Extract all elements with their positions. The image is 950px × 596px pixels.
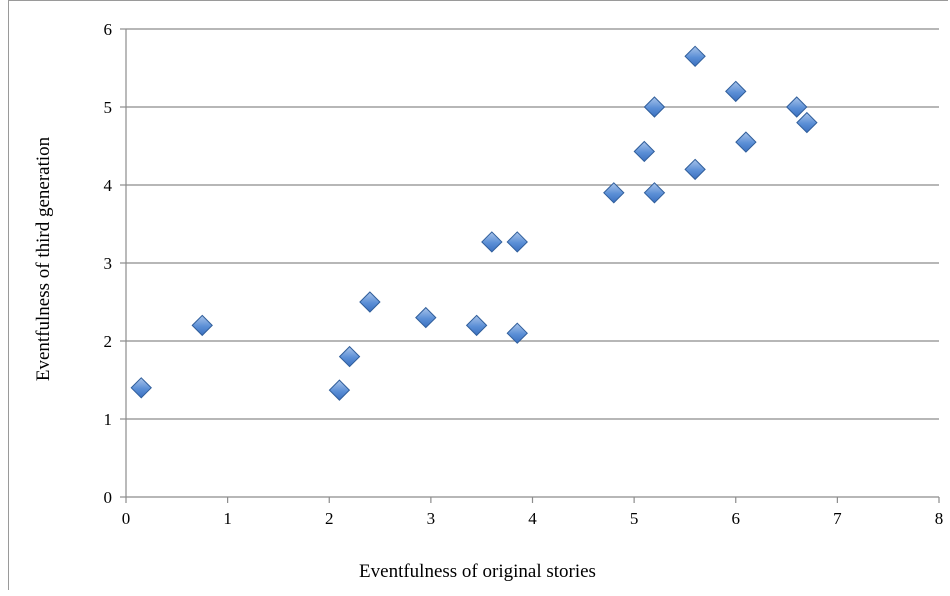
data-point [130, 377, 152, 399]
data-point [643, 96, 666, 118]
y-tick-label: 5 [104, 98, 113, 117]
data-point [735, 131, 757, 153]
data-point [465, 314, 488, 337]
x-tick-label: 3 [427, 509, 436, 528]
data-point [796, 111, 818, 134]
data-point [643, 182, 666, 204]
y-tick-label: 4 [104, 176, 113, 195]
x-tick-label: 7 [833, 509, 842, 528]
y-tick-label: 2 [104, 332, 113, 351]
y-tick-label: 1 [104, 410, 113, 429]
data-point [603, 182, 625, 204]
data-point [191, 314, 213, 337]
data-point [359, 291, 381, 313]
chart-frame: 0 1 2 3 4 5 6 0 1 2 3 4 5 6 7 8 Eventfulness of origina… [8, 0, 948, 590]
data-point [725, 80, 747, 103]
data-point [481, 231, 503, 253]
data-point [684, 158, 706, 181]
y-tick-label: 0 [104, 488, 113, 507]
y-axis-title: Eventfulness of third generation [33, 136, 54, 381]
y-tick-label: 3 [104, 254, 113, 273]
x-axis-title: Eventfulness of original stories [359, 561, 596, 582]
data-point [786, 96, 808, 118]
data-points [130, 45, 818, 401]
data-point [338, 345, 361, 368]
y-tick-label: 6 [104, 20, 113, 39]
data-point [415, 306, 437, 329]
data-point [633, 140, 655, 163]
x-tick-label: 0 [122, 509, 131, 528]
data-point [684, 45, 706, 68]
x-tick-label: 2 [325, 509, 334, 528]
gridlines [126, 28, 939, 420]
data-point [328, 379, 351, 401]
scatter-chart: 0 1 2 3 4 5 6 0 1 2 3 4 5 6 7 8 Eventfulness of origina… [33, 20, 944, 582]
axes [120, 28, 940, 503]
x-tick-label: 6 [732, 509, 741, 528]
x-tick-label: 1 [223, 509, 232, 528]
x-tick-label: 8 [935, 509, 944, 528]
data-point [506, 231, 528, 253]
x-tick-label: 4 [528, 509, 537, 528]
data-point [506, 322, 528, 344]
x-tick-label: 5 [630, 509, 639, 528]
tick-labels: 0 1 2 3 4 5 6 0 1 2 3 4 5 6 7 8 [104, 20, 944, 528]
